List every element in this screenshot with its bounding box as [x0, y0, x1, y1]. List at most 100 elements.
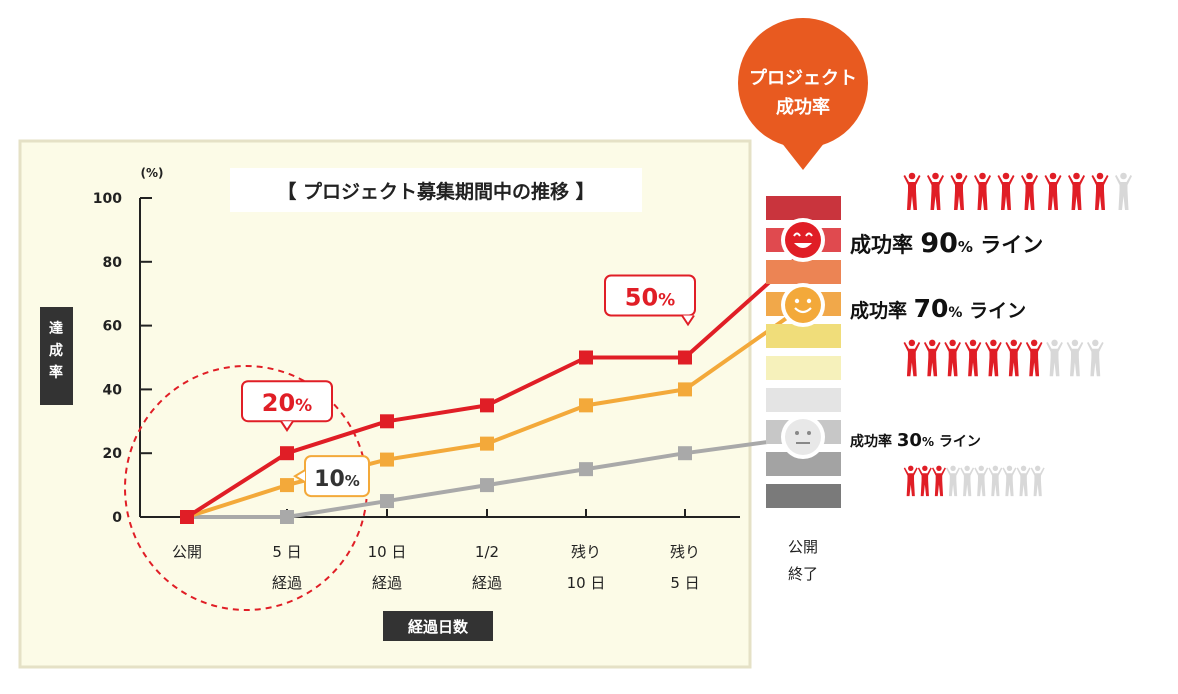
end-label: 公開 — [788, 538, 818, 556]
face-disc — [785, 287, 821, 323]
rate-label-90: 成功率 90% ライン — [850, 228, 1043, 259]
x-tick-label: 残り — [571, 543, 601, 561]
scale-band — [766, 324, 841, 348]
person-head — [1073, 172, 1080, 180]
person-icon — [1091, 172, 1109, 210]
person-head — [922, 465, 928, 471]
person-icon — [917, 465, 932, 497]
x-axis-label: 経過日数 — [408, 618, 469, 636]
data-point-low — [380, 494, 394, 509]
person-icon — [1030, 465, 1045, 497]
face-disc — [785, 419, 821, 455]
chart-series — [180, 250, 805, 524]
data-point-mid — [678, 382, 692, 397]
face-eye — [807, 431, 811, 435]
person-icon — [997, 172, 1015, 210]
person-head — [1030, 339, 1038, 347]
person-icon — [923, 339, 941, 377]
face-eye — [793, 232, 801, 237]
person-icon — [931, 465, 946, 497]
person-icon — [1066, 339, 1084, 377]
person-body — [997, 175, 1015, 210]
x-tick-label: 経過 — [472, 574, 502, 592]
person-head — [950, 465, 956, 471]
person-body — [923, 341, 941, 377]
person-head — [1051, 339, 1058, 347]
person-body — [974, 467, 989, 497]
callout-tail — [681, 314, 695, 327]
person-icon — [903, 465, 918, 497]
rate-label-30: 成功率 30% ライン — [850, 430, 981, 451]
title-box — [230, 168, 642, 212]
badge-circle — [738, 18, 868, 148]
person-icon — [1025, 339, 1043, 377]
person-head — [908, 465, 914, 471]
person-body — [1016, 467, 1031, 497]
person-icon — [1046, 339, 1063, 377]
data-point-mid — [480, 436, 494, 451]
people-row-mid — [903, 339, 1104, 377]
y-axis-label-char: 達 — [49, 320, 63, 337]
person-body — [988, 467, 1003, 497]
person-icon — [960, 465, 975, 497]
person-body — [1021, 175, 1038, 210]
person-body — [1066, 341, 1084, 377]
x-tick-label: 公開 — [172, 543, 202, 561]
person-icon — [946, 465, 961, 497]
person-head — [979, 172, 986, 180]
x-tick-label: 経過 — [272, 574, 302, 592]
person-head — [990, 339, 997, 347]
y-unit-label: (%) — [141, 166, 164, 180]
person-body — [903, 175, 921, 210]
person-head — [1020, 465, 1027, 471]
face-mid — [781, 283, 825, 327]
data-point-low — [280, 510, 294, 524]
face-disc — [785, 222, 821, 258]
y-tick-label: 60 — [103, 319, 123, 335]
person-body — [1086, 341, 1104, 377]
y-tick-label: 0 — [112, 510, 122, 526]
y-tick-label: 80 — [103, 255, 123, 271]
person-body — [960, 467, 975, 497]
y-axis-label-char: 成 — [49, 342, 63, 359]
person-icon — [1016, 465, 1031, 497]
person-icon — [903, 339, 921, 377]
callout-box — [604, 274, 696, 317]
x-tick-label: 5 日 — [272, 543, 301, 561]
data-point-high — [380, 414, 394, 429]
data-point-high — [180, 510, 194, 524]
data-point-low — [678, 446, 692, 461]
face-low — [781, 415, 825, 459]
person-icon — [1086, 339, 1104, 377]
person-icon — [1115, 172, 1132, 210]
people-row-low — [903, 465, 1045, 497]
person-head — [978, 465, 984, 471]
callout-label: 20% — [262, 389, 312, 417]
y-tick-label: 40 — [103, 382, 123, 398]
person-body — [1005, 341, 1023, 377]
person-head — [1049, 172, 1057, 180]
person-body — [964, 341, 982, 377]
person-body — [1115, 175, 1132, 210]
person-icon — [974, 172, 991, 210]
data-point-low — [480, 478, 494, 493]
person-head — [932, 172, 939, 180]
badge-pointer — [781, 142, 825, 170]
y-label-box — [40, 307, 73, 405]
callout-tail — [280, 420, 294, 433]
person-icon — [903, 172, 921, 210]
person-body — [927, 175, 944, 210]
data-point-low — [579, 462, 593, 477]
person-head — [1010, 339, 1018, 347]
person-head — [1002, 172, 1010, 180]
person-head — [1120, 172, 1127, 180]
callout-tail — [293, 469, 306, 483]
y-axis-label-char: 率 — [49, 364, 63, 381]
person-head — [949, 339, 956, 347]
person-body — [985, 341, 1002, 377]
scale-band — [766, 260, 841, 284]
person-body — [917, 467, 932, 497]
